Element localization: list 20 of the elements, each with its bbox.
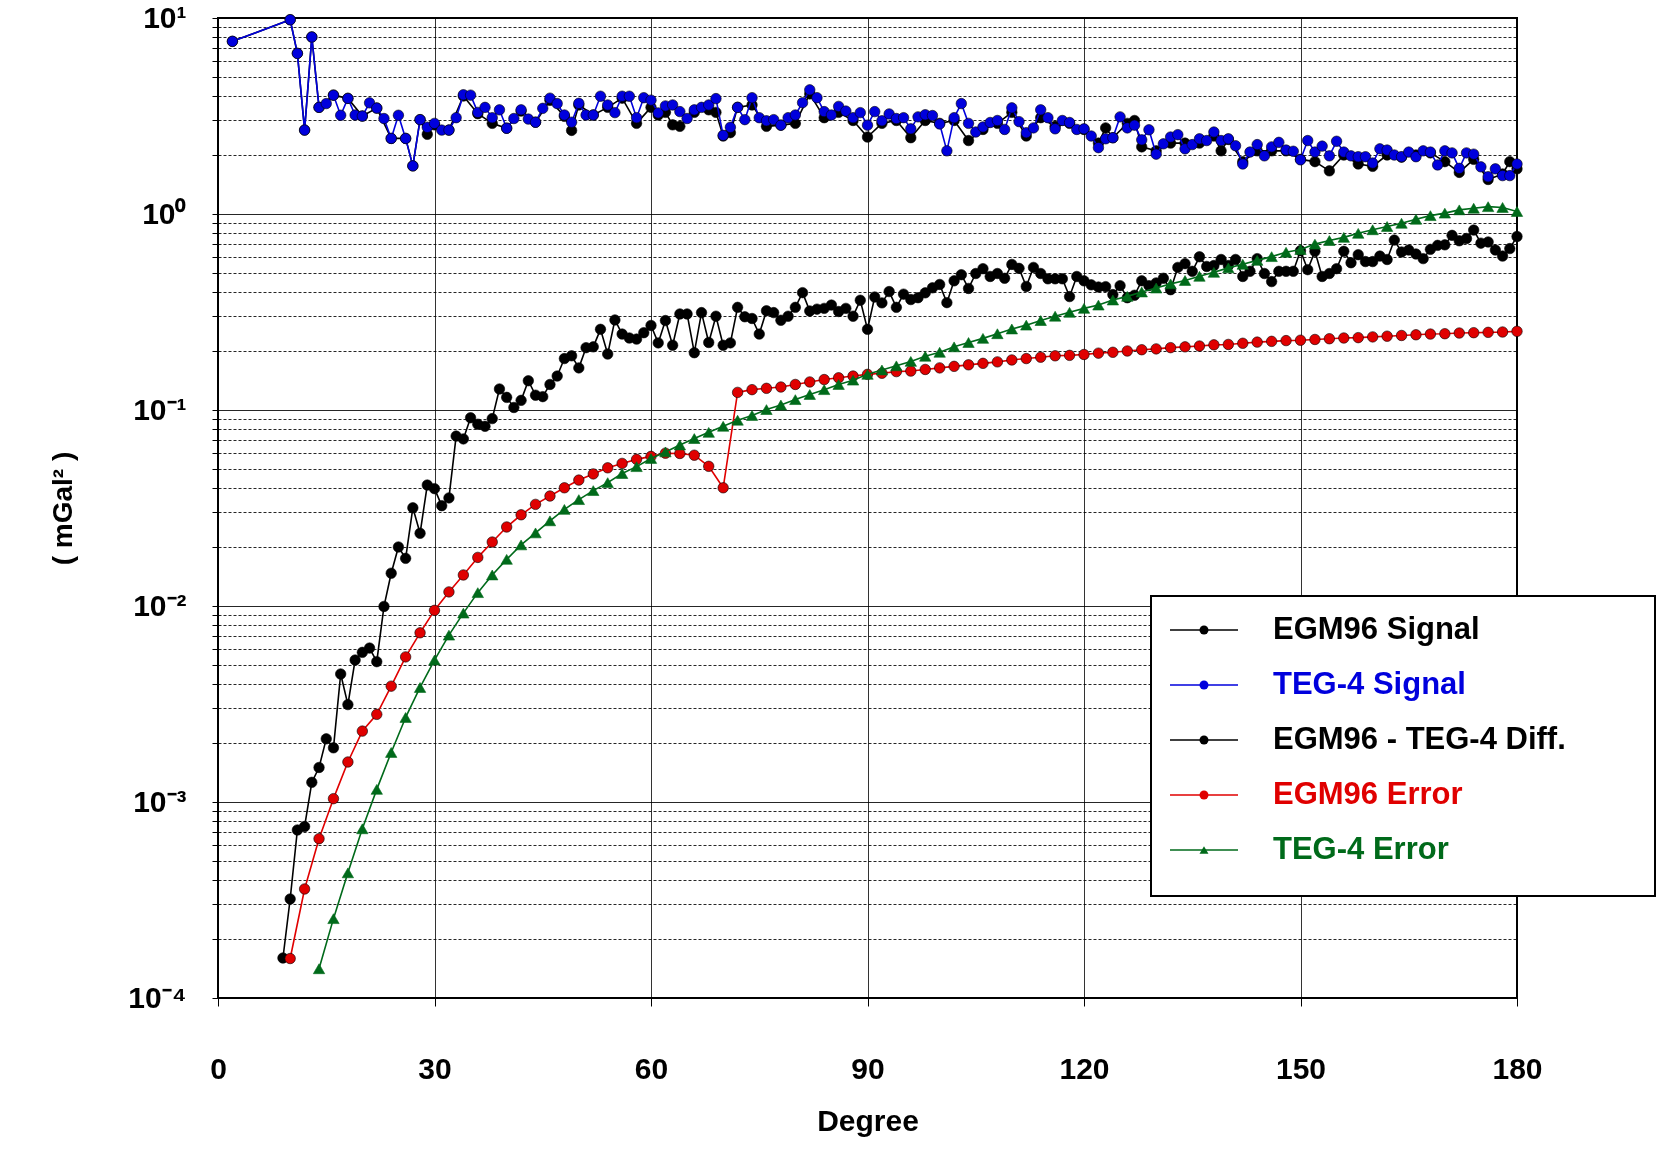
x-tick-label: 180 <box>1492 1051 1543 1085</box>
y-tick-label: 10⁻² <box>133 588 187 622</box>
y-tick-label: 10¹ <box>143 0 187 34</box>
y-tick-label: 10⁰ <box>142 196 187 230</box>
y-tick-label: 10⁻¹ <box>133 392 187 426</box>
y-tick-label: 10⁻⁴ <box>128 980 187 1014</box>
legend-label: TEG-4 Error <box>1273 831 1449 866</box>
x-tick-label: 120 <box>1059 1051 1110 1085</box>
legend-label: EGM96 - TEG-4 Diff. <box>1273 721 1566 756</box>
x-tick-label: 30 <box>418 1051 452 1085</box>
y-tick-label: 10⁻³ <box>133 784 187 818</box>
legend-label: EGM96 Error <box>1273 776 1463 811</box>
y-axis-title: ( mGal² ) <box>47 451 79 566</box>
x-tick-label: 150 <box>1275 1051 1327 1085</box>
x-tick-label: 0 <box>210 1051 227 1085</box>
x-axis-title: Degree <box>817 1103 919 1137</box>
x-tick-label: 60 <box>634 1051 669 1085</box>
x-tick-label: 90 <box>851 1051 885 1085</box>
legend-label: TEG-4 Signal <box>1273 666 1466 701</box>
legend-label: EGM96 Signal <box>1273 611 1480 646</box>
